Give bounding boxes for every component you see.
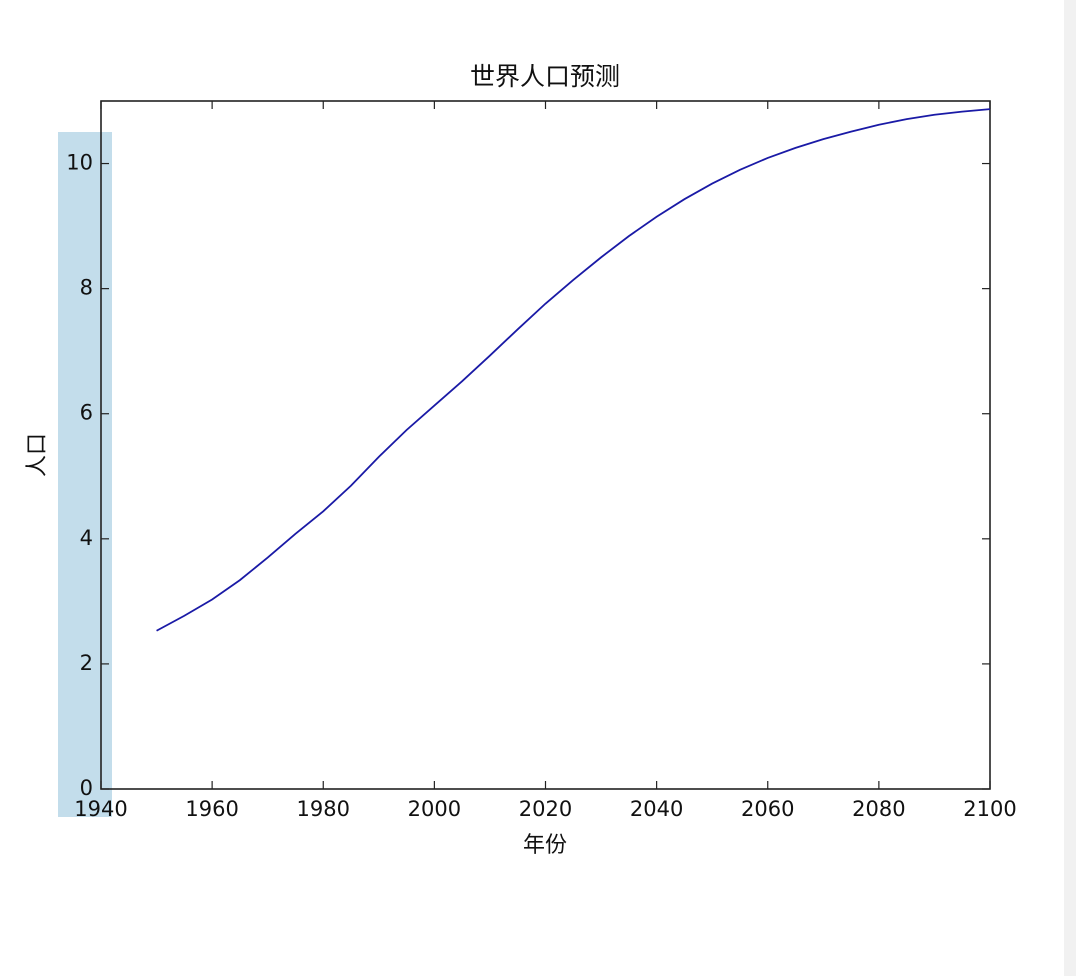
plot-frame: [100, 100, 991, 790]
highlight: [58, 132, 112, 817]
y-tick-label: 8: [80, 276, 93, 300]
scrollbar-track: [1064, 0, 1076, 976]
y-tick-label: 6: [80, 401, 93, 425]
y-tick-label: 0: [80, 776, 93, 800]
x-axis-title: 年份: [523, 833, 567, 858]
y-tick-label: 2: [80, 651, 93, 675]
y-tick-label: 10: [66, 151, 93, 175]
x-tick-label: 1940: [74, 797, 127, 821]
x-tick-label: 2000: [408, 797, 461, 821]
x-tick-label: 1980: [297, 797, 350, 821]
chart-title: 世界人口预测: [470, 62, 620, 91]
x-tick-label: 1960: [185, 797, 238, 821]
x-tick-label: 2100: [963, 797, 1016, 821]
x-tick-label: 2040: [630, 797, 683, 821]
x-tick-label: 2060: [741, 797, 794, 821]
line: [156, 108, 991, 632]
y-axis-title: 人口: [25, 433, 50, 477]
x-tick-label: 2020: [519, 797, 572, 821]
y-tick-label: 4: [80, 526, 93, 550]
x-tick-label: 2080: [852, 797, 905, 821]
